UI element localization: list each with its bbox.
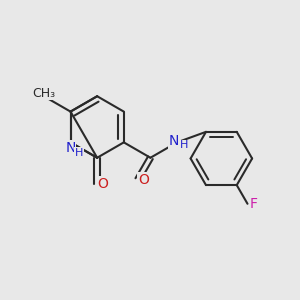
- Text: CH₃: CH₃: [32, 87, 55, 100]
- Text: N: N: [65, 141, 76, 155]
- Text: O: O: [138, 172, 149, 187]
- Text: O: O: [97, 177, 108, 191]
- Text: H: H: [75, 148, 83, 158]
- Text: H: H: [179, 140, 188, 150]
- Text: N: N: [168, 134, 179, 148]
- Text: F: F: [250, 197, 258, 211]
